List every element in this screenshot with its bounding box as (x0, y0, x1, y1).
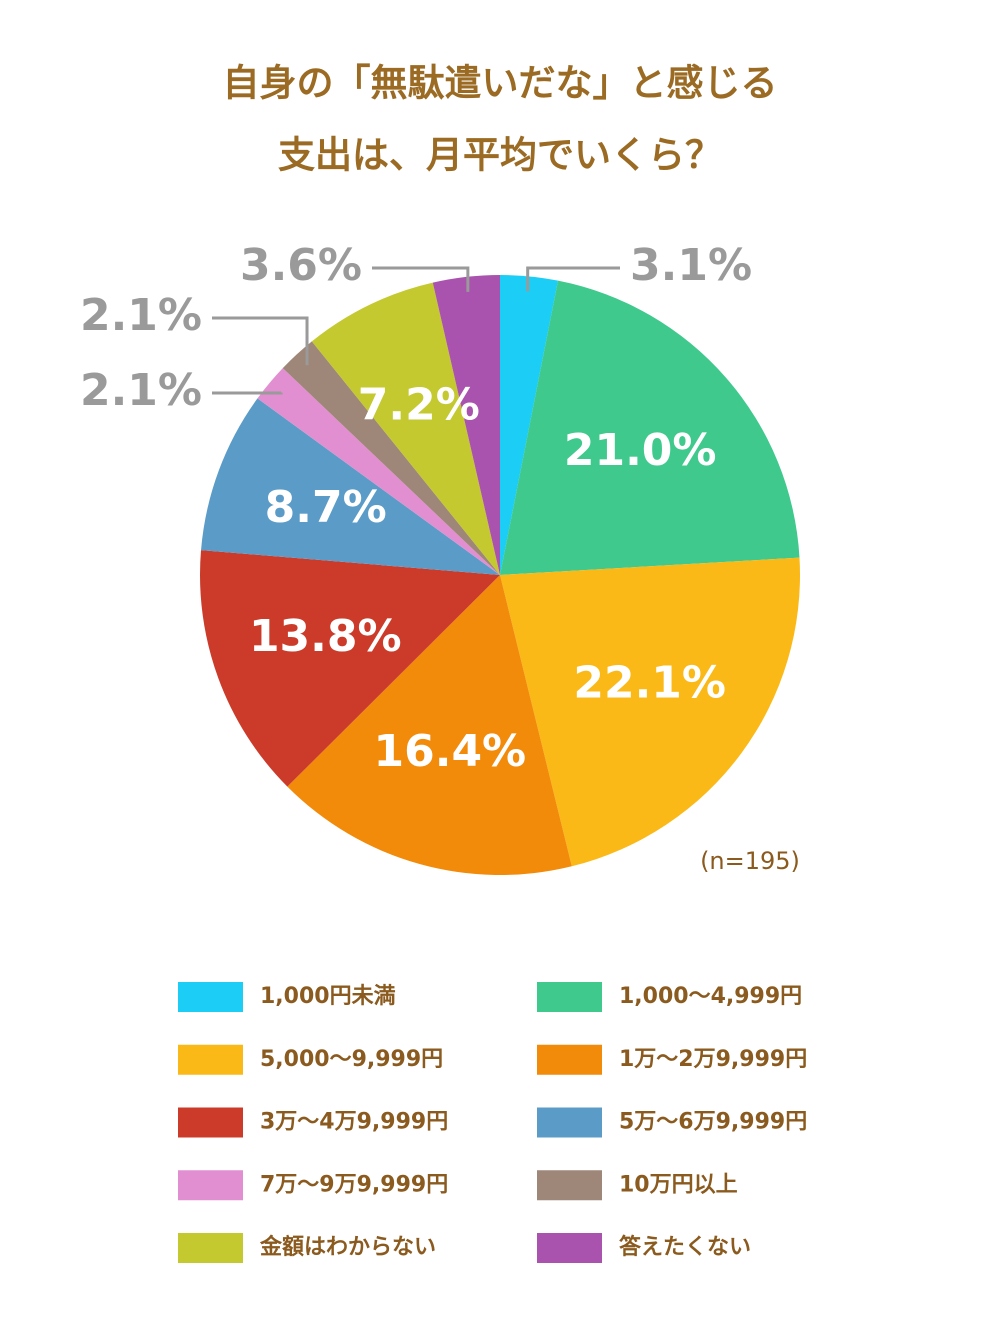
pie-slice (287, 575, 572, 875)
chart-title: 自身の「無駄遣いだな」と感じる (223, 62, 778, 105)
legend-swatch (537, 1107, 602, 1138)
legend-label: 5万〜6万9,999円 (619, 1110, 807, 1135)
pie-slice (200, 550, 501, 787)
legend-swatch (537, 1170, 602, 1201)
legend-swatch (178, 1107, 243, 1138)
data-label: 22.1% (573, 657, 726, 708)
legend-swatch (537, 1233, 602, 1263)
data-label: 3.1% (630, 240, 752, 291)
legend-label: 1,000〜4,999円 (619, 984, 802, 1009)
data-label: 2.1% (80, 365, 202, 416)
pie-slice (500, 557, 800, 867)
leader-line (526, 266, 620, 292)
chart-title: 支出は、月平均でいくら？ (278, 134, 722, 177)
legend-label: 答えたくない (619, 1234, 751, 1260)
legend-label: 7万〜9万9,999円 (260, 1172, 448, 1197)
leader-line (212, 391, 283, 395)
sample-size: (n=195) (700, 847, 800, 875)
pie-slice (500, 275, 559, 575)
data-label: 8.7% (265, 482, 387, 533)
legend-label: 10万円以上 (619, 1172, 738, 1197)
legend-label: 1,000円未満 (260, 983, 396, 1009)
leader-line (212, 316, 309, 366)
legend-label: 1万〜2万9,999円 (619, 1047, 807, 1072)
legend-label: 金額はわからない (259, 1234, 436, 1260)
legend-swatch (178, 1044, 243, 1075)
pie-slice (257, 368, 500, 575)
legend-swatch (178, 982, 243, 1012)
legend-swatch (537, 1044, 602, 1075)
pie-slice (311, 282, 500, 575)
pie-slice (432, 275, 500, 575)
pie-slice (282, 341, 500, 575)
pie-slice (201, 398, 500, 575)
data-label: 2.1% (80, 290, 202, 341)
legend-swatch (537, 982, 602, 1012)
legend-label: 5,000〜9,999円 (260, 1047, 443, 1072)
legend-swatch (178, 1170, 243, 1201)
data-label: 13.8% (249, 611, 402, 662)
leader-line (372, 266, 470, 292)
data-label: 3.6% (240, 240, 362, 291)
data-label: 16.4% (374, 726, 527, 777)
legend-label: 3万〜4万9,999円 (260, 1110, 448, 1135)
pie-slice (500, 280, 800, 575)
data-label: 7.2% (358, 380, 480, 431)
data-label: 21.0% (564, 425, 717, 476)
legend-swatch (178, 1233, 243, 1263)
